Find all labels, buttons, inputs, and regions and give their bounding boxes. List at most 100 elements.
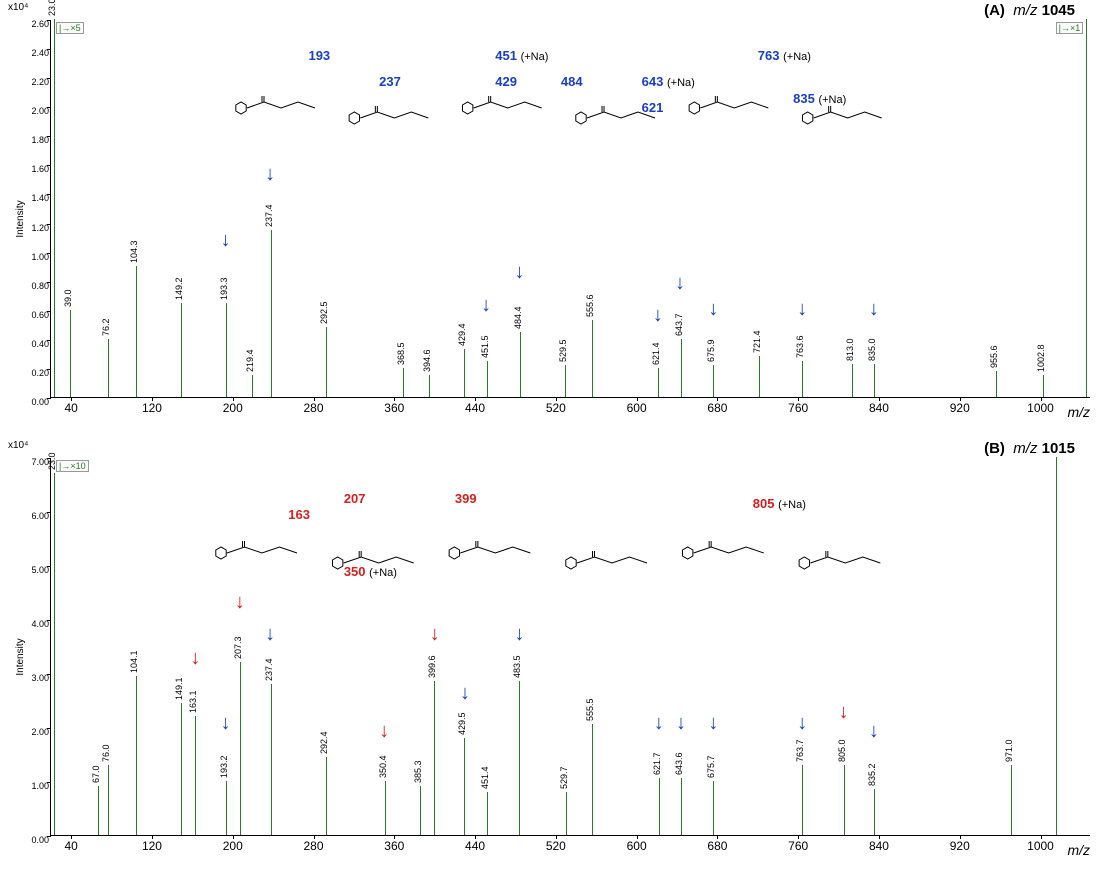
molecular-structure xyxy=(211,508,911,608)
mz-label: m/z xyxy=(1013,440,1037,457)
peak-label: 76.2 xyxy=(101,318,111,336)
fragment-arrow-icon: ↓ xyxy=(265,623,275,646)
fragment-arrow-icon: ↓ xyxy=(797,712,807,735)
spectrum-peak xyxy=(852,364,853,397)
molecular-structure xyxy=(231,68,911,158)
spectrum-peak xyxy=(592,724,593,835)
fragment-annotation: 207 xyxy=(344,491,366,506)
spectrum-peak xyxy=(659,778,660,835)
peak-label: 104.1 xyxy=(129,650,139,673)
y-tick-label: 5.00 xyxy=(19,565,49,575)
spectrum-peak xyxy=(108,339,109,397)
spectrum-peak xyxy=(519,681,520,835)
mz-label: m/z xyxy=(1013,2,1037,19)
panel-prefix: (B) xyxy=(984,440,1005,457)
peak-label: 721.4 xyxy=(752,331,762,354)
peak-label: 219.4 xyxy=(245,350,255,373)
peak-label: 763.6 xyxy=(795,335,805,358)
spectrum-peak xyxy=(1043,375,1044,397)
y-tick-label: 2.00 xyxy=(19,106,49,116)
peak-label: 193.2 xyxy=(219,755,229,778)
fragment-arrow-icon: ↓ xyxy=(221,229,231,252)
peak-label: 149.2 xyxy=(174,277,184,300)
peak-label: 104.3 xyxy=(129,241,139,264)
peak-label: 394.6 xyxy=(422,350,432,373)
peak-label: 529.5 xyxy=(558,339,568,362)
peak-label: 1002.8 xyxy=(1036,345,1046,373)
spectrum-peak xyxy=(520,332,521,397)
spectrum-peak xyxy=(681,339,682,397)
y-tick-label: 1.60 xyxy=(19,164,49,174)
spectrum-peak xyxy=(54,473,55,835)
fragment-arrow-icon: ↓ xyxy=(515,261,525,284)
peak-label: 163.1 xyxy=(188,691,198,714)
fragment-arrow-icon: ↓ xyxy=(797,298,807,321)
spectrum-peak xyxy=(1086,19,1087,397)
peak-label: 675.9 xyxy=(706,339,716,362)
fragment-arrow-icon: ↓ xyxy=(708,298,718,321)
y-tick-label: 2.40 xyxy=(19,48,49,58)
spectrum-peak xyxy=(487,361,488,397)
spectrum-peak xyxy=(565,365,566,397)
fragment-arrow-icon: ↓ xyxy=(676,712,686,735)
fragment-annotation: 451 (+Na) xyxy=(495,48,548,63)
x-tick-label: 40 xyxy=(65,839,78,853)
fragment-annotation: 193 xyxy=(308,48,330,63)
spectrum-peak xyxy=(996,371,997,397)
x-tick-label: 440 xyxy=(465,401,485,415)
x-tick-label: 920 xyxy=(950,839,970,853)
spectrum-peak xyxy=(136,676,137,835)
x-tick-label: 520 xyxy=(546,401,566,415)
fragment-suffix: (+Na) xyxy=(521,51,549,63)
fragment-annotation: 763 (+Na) xyxy=(758,48,811,63)
spectrum-peak xyxy=(844,765,845,835)
spectrum-peak xyxy=(874,789,875,835)
x-axis-title: m/z xyxy=(1067,404,1090,420)
spectrum-peak xyxy=(592,320,593,397)
y-tick-label: 1.80 xyxy=(19,135,49,145)
spectrum-peak xyxy=(658,368,659,397)
x-tick-label: 600 xyxy=(627,401,647,415)
x-tick-label: 520 xyxy=(546,839,566,853)
y-tick-label: 1.20 xyxy=(19,223,49,233)
spectrum-peak xyxy=(271,684,272,835)
x-tick-label: 200 xyxy=(223,401,243,415)
plot-area: |→×100.001.002.003.004.005.006.007.00401… xyxy=(50,458,1090,836)
fragment-arrow-icon: ↓ xyxy=(869,720,879,743)
spectrum-peak xyxy=(70,310,71,397)
x-tick-label: 40 xyxy=(65,401,78,415)
x-tick-label: 360 xyxy=(384,401,404,415)
spectrum-peak xyxy=(226,303,227,398)
y-exponent: x10⁴ xyxy=(8,440,28,451)
peak-label: 451.4 xyxy=(480,766,490,789)
x-tick-label: 200 xyxy=(223,839,243,853)
x-tick-label: 120 xyxy=(142,839,162,853)
fragment-arrow-icon: ↓ xyxy=(379,720,389,743)
fragment-arrow-icon: ↓ xyxy=(653,304,663,327)
fragment-arrow-icon: ↓ xyxy=(430,623,440,646)
peak-label: 385.3 xyxy=(413,761,423,784)
spectrum-peak xyxy=(240,662,241,835)
x-tick-label: 440 xyxy=(465,839,485,853)
peak-label: 429.5 xyxy=(457,712,467,735)
x-tick-label: 680 xyxy=(707,401,727,415)
y-tick-label: 3.00 xyxy=(19,673,49,683)
y-tick-label: 4.00 xyxy=(19,619,49,629)
fragment-arrow-icon: ↓ xyxy=(460,682,470,705)
fragment-arrow-icon: ↓ xyxy=(265,163,275,186)
fragment-mz: 451 xyxy=(495,48,517,63)
x-axis-title: m/z xyxy=(1067,842,1090,858)
spectrum-peak xyxy=(429,375,430,397)
panel-label: (A) m/z 1045 xyxy=(984,2,1075,19)
x-tick-label: 600 xyxy=(627,839,647,853)
spectrum-peak xyxy=(713,365,714,397)
peak-label: 643.6 xyxy=(674,753,684,776)
spectrum-peak xyxy=(487,792,488,835)
x-tick-label: 680 xyxy=(707,839,727,853)
peak-label: 483.5 xyxy=(512,656,522,679)
y-tick-label: 0.40 xyxy=(19,339,49,349)
spectrum-peak xyxy=(759,356,760,397)
y-axis-title: Intensity xyxy=(15,638,26,675)
y-tick-label: 1.40 xyxy=(19,193,49,203)
spectrum-peak xyxy=(681,778,682,835)
